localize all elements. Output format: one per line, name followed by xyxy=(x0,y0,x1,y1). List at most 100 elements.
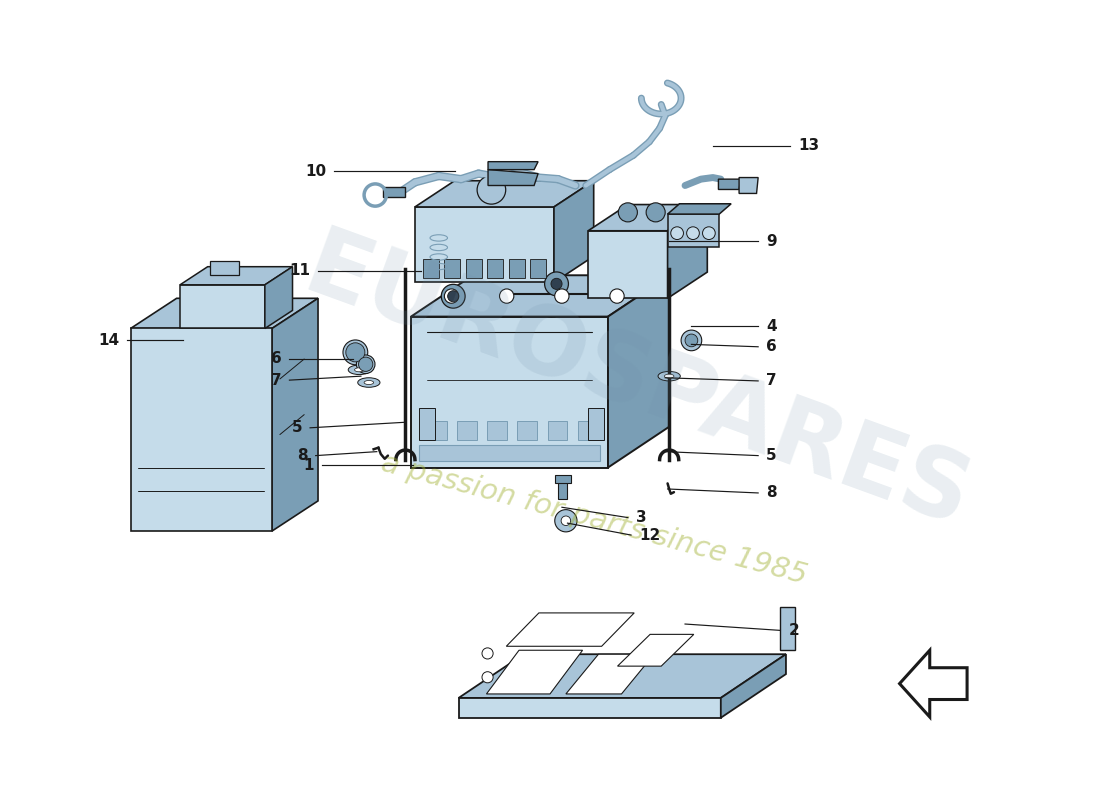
Polygon shape xyxy=(588,408,604,440)
Polygon shape xyxy=(900,650,967,717)
Polygon shape xyxy=(131,329,272,531)
Text: 7: 7 xyxy=(271,373,282,388)
Polygon shape xyxy=(411,317,608,467)
Polygon shape xyxy=(465,258,482,278)
Text: 10: 10 xyxy=(305,164,326,178)
Polygon shape xyxy=(506,613,635,646)
Polygon shape xyxy=(272,298,318,531)
Bar xyxy=(554,475,571,483)
Polygon shape xyxy=(668,204,732,214)
Ellipse shape xyxy=(354,368,364,372)
Circle shape xyxy=(686,227,700,239)
Circle shape xyxy=(441,284,465,308)
Polygon shape xyxy=(487,422,507,440)
Polygon shape xyxy=(131,298,318,329)
Circle shape xyxy=(554,289,569,303)
Polygon shape xyxy=(383,187,406,198)
Text: a passion for parts since 1985: a passion for parts since 1985 xyxy=(377,449,810,590)
Polygon shape xyxy=(444,258,460,278)
Polygon shape xyxy=(668,205,707,298)
Circle shape xyxy=(499,289,514,303)
Text: 9: 9 xyxy=(766,234,777,249)
Circle shape xyxy=(681,330,702,350)
Circle shape xyxy=(544,272,569,296)
Polygon shape xyxy=(180,285,265,329)
Polygon shape xyxy=(459,654,785,698)
Circle shape xyxy=(448,290,459,302)
Polygon shape xyxy=(608,275,670,467)
Ellipse shape xyxy=(664,374,674,378)
Text: 7: 7 xyxy=(766,374,777,389)
Polygon shape xyxy=(415,181,594,207)
Circle shape xyxy=(359,357,373,371)
Circle shape xyxy=(554,510,578,532)
Polygon shape xyxy=(459,698,720,718)
Polygon shape xyxy=(588,205,707,230)
Circle shape xyxy=(477,175,506,204)
Polygon shape xyxy=(487,258,503,278)
Polygon shape xyxy=(720,654,785,718)
Ellipse shape xyxy=(358,378,379,387)
Text: 11: 11 xyxy=(289,263,310,278)
Polygon shape xyxy=(668,214,719,247)
Circle shape xyxy=(703,227,715,239)
Circle shape xyxy=(482,648,493,659)
Text: 5: 5 xyxy=(292,420,302,435)
Polygon shape xyxy=(411,275,670,317)
Circle shape xyxy=(482,672,493,683)
Circle shape xyxy=(685,334,697,346)
Polygon shape xyxy=(422,258,439,278)
Circle shape xyxy=(444,289,459,303)
Polygon shape xyxy=(458,422,477,440)
Polygon shape xyxy=(447,294,463,296)
Bar xyxy=(558,479,568,499)
Polygon shape xyxy=(419,446,601,461)
Text: 13: 13 xyxy=(798,138,820,154)
Circle shape xyxy=(343,340,367,365)
Polygon shape xyxy=(617,634,694,666)
Text: EUROSPARES: EUROSPARES xyxy=(293,221,982,547)
Polygon shape xyxy=(419,408,435,440)
Polygon shape xyxy=(486,650,583,694)
Polygon shape xyxy=(588,230,668,298)
Polygon shape xyxy=(180,266,293,285)
Circle shape xyxy=(671,227,683,239)
Text: 8: 8 xyxy=(297,448,308,463)
Polygon shape xyxy=(488,162,538,170)
Polygon shape xyxy=(548,422,568,440)
Polygon shape xyxy=(265,266,293,329)
Circle shape xyxy=(551,278,562,290)
Polygon shape xyxy=(578,422,597,440)
Ellipse shape xyxy=(658,371,680,381)
Polygon shape xyxy=(554,181,594,282)
Polygon shape xyxy=(415,207,554,282)
Text: 1: 1 xyxy=(304,458,315,473)
Text: 6: 6 xyxy=(766,339,777,354)
Polygon shape xyxy=(508,258,525,278)
Text: 3: 3 xyxy=(636,510,647,525)
Circle shape xyxy=(561,516,571,526)
Text: 8: 8 xyxy=(766,486,777,501)
Ellipse shape xyxy=(364,381,374,385)
Polygon shape xyxy=(517,422,537,440)
Polygon shape xyxy=(530,258,546,278)
Ellipse shape xyxy=(349,365,371,374)
Polygon shape xyxy=(550,282,566,284)
Bar xyxy=(209,261,239,275)
Text: 14: 14 xyxy=(98,333,120,348)
Text: 12: 12 xyxy=(639,527,660,542)
Text: 2: 2 xyxy=(789,623,799,638)
Text: 4: 4 xyxy=(766,318,777,334)
Circle shape xyxy=(646,203,666,222)
Polygon shape xyxy=(718,179,740,190)
Text: 5: 5 xyxy=(766,448,777,463)
Circle shape xyxy=(618,203,637,222)
Circle shape xyxy=(345,342,365,362)
Polygon shape xyxy=(565,654,654,694)
Polygon shape xyxy=(488,170,538,186)
Polygon shape xyxy=(780,606,795,650)
Text: 6: 6 xyxy=(271,351,282,366)
Circle shape xyxy=(609,289,624,303)
Circle shape xyxy=(356,355,375,374)
Polygon shape xyxy=(427,422,447,440)
